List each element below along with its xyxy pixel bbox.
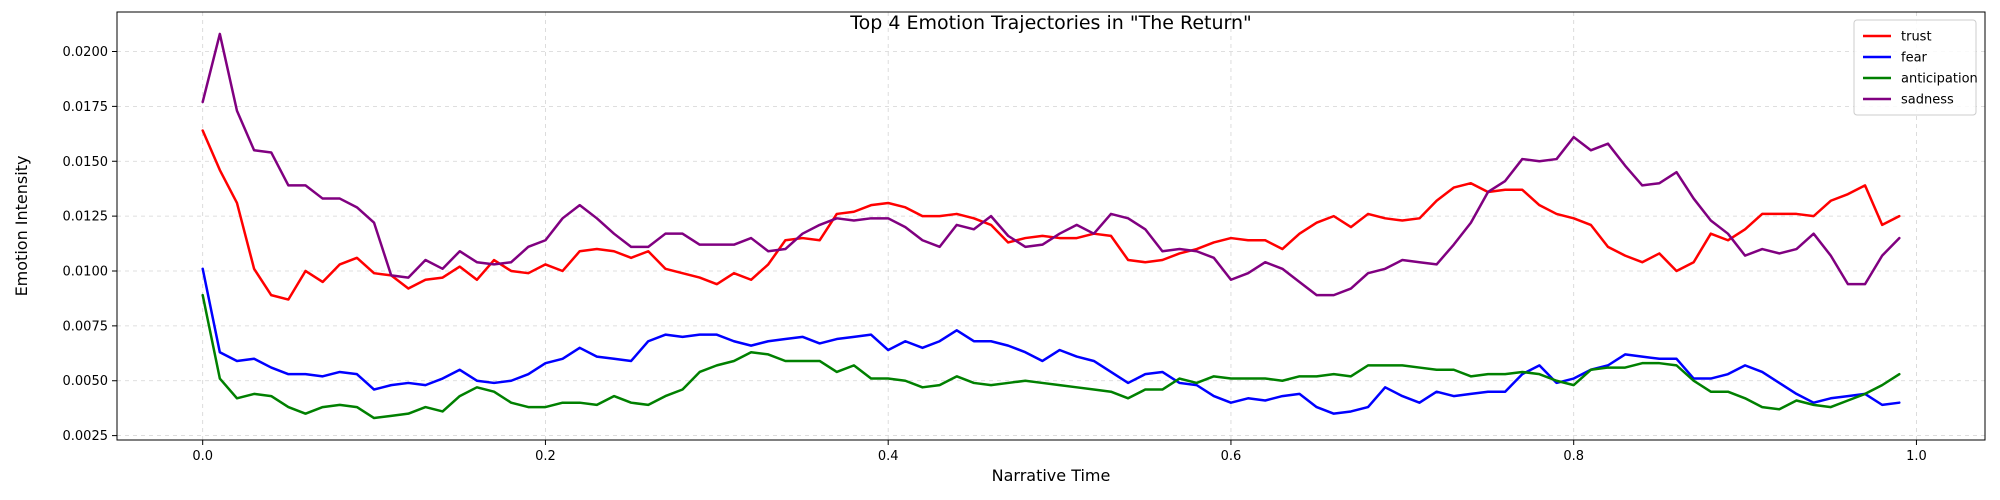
y-axis-label: Emotion Intensity	[12, 156, 31, 297]
x-axis-label: Narrative Time	[992, 466, 1111, 485]
x-tick-label: 0.8	[1563, 449, 1584, 464]
series-line-sadness	[201, 32, 1901, 297]
y-tick-label: 0.0025	[63, 429, 109, 444]
y-tick-label: 0.0125	[63, 210, 109, 225]
legend-box	[1853, 19, 1977, 116]
series-line-anticipation	[201, 293, 1901, 420]
x-tick-label: 0.0	[192, 449, 213, 464]
y-tick-label: 0.0075	[63, 319, 109, 334]
legend-label-fear: fear	[1901, 51, 1928, 66]
legend-label-anticipation: anticipation	[1901, 72, 1978, 87]
y-tick-label: 0.0100	[63, 264, 109, 279]
plot-frame	[116, 11, 1986, 441]
series-line-fear	[201, 267, 1901, 415]
y-tick-label: 0.0175	[63, 100, 109, 115]
x-tick-label: 1.0	[1906, 449, 1927, 464]
axes: 0.0 0.2 0.4 0.6 0.8 1.0 0.0025 0.0050 0.0075 0.01…	[63, 45, 1927, 464]
x-tick-label: 0.2	[535, 449, 556, 464]
legend-label-sadness: sadness	[1901, 93, 1954, 108]
legend-label-trust: trust	[1901, 30, 1932, 45]
y-tick-label: 0.0050	[63, 374, 109, 389]
legend: trust fear anticipation sadness	[1853, 19, 1978, 116]
series-lines	[201, 32, 1901, 420]
x-tick-label: 0.4	[878, 449, 899, 464]
x-tick-label: 0.6	[1221, 449, 1242, 464]
y-tick-label: 0.0200	[63, 45, 109, 60]
series-line-trust	[201, 129, 1901, 301]
chart-title: Top 4 Emotion Trajectories in "The Retur…	[849, 12, 1252, 34]
y-tick-label: 0.0150	[63, 155, 109, 170]
